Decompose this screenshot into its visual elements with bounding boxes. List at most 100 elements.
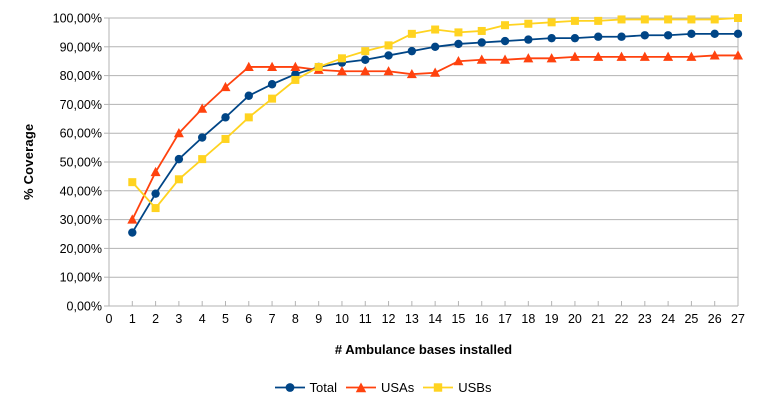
series-usbs-point [710, 15, 719, 24]
x-tick-label: 24 [661, 312, 675, 326]
series-usas-point [243, 61, 254, 71]
x-tick-label: 11 [359, 312, 372, 326]
series-usbs-point [314, 62, 323, 71]
legend-item-usbs: USBs [423, 380, 491, 395]
x-tick-label: 20 [568, 312, 582, 326]
x-tick-label: 10 [335, 312, 349, 326]
series-total-point [128, 228, 137, 237]
series-usbs-point [570, 16, 579, 25]
legend-square-marker [434, 383, 443, 392]
series-usas-point [523, 53, 534, 63]
series-usbs-point [337, 54, 346, 63]
series-usas-point [546, 53, 557, 63]
y-tick-label: 60,00% [60, 127, 102, 141]
y-tick-label: 30,00% [60, 213, 102, 227]
y-axis-title: % Coverage [21, 123, 36, 201]
legend-item-total: Total [274, 380, 337, 395]
x-tick-label: 25 [684, 312, 698, 326]
series-usas-point [476, 54, 487, 64]
x-tick-label: 15 [451, 312, 465, 326]
x-tick-label: 21 [591, 312, 605, 326]
series-usbs-point [594, 16, 603, 25]
series-usbs-point [128, 178, 137, 187]
series-total-point [407, 46, 417, 56]
series-usas-point [383, 66, 394, 76]
series-total-point [430, 42, 440, 51]
y-tick-label: 90,00% [60, 40, 102, 54]
legend-label-usas: USAs [381, 380, 415, 395]
series-usas-point [569, 51, 580, 61]
legend-item-usas: USAs [346, 380, 414, 395]
series-total-point [361, 55, 370, 64]
y-tick-label: 70,00% [60, 98, 102, 112]
series-total-point [594, 32, 603, 41]
series-usas-point [453, 56, 464, 66]
x-tick-label: 26 [708, 312, 722, 326]
x-tick-label: 19 [545, 312, 559, 326]
x-tick-label: 5 [222, 312, 229, 326]
x-tick-label: 2 [152, 312, 159, 326]
legend-circle-marker [285, 383, 294, 392]
x-tick-label: 23 [638, 312, 652, 326]
series-total-point [454, 39, 463, 49]
y-tick-label: 80,00% [60, 69, 102, 83]
series-total-point [710, 29, 719, 39]
series-total-point [477, 38, 486, 47]
series-usas-point [616, 51, 627, 61]
total-series-marker-icon [274, 383, 305, 392]
series-total-point [570, 33, 580, 43]
usbs-series-marker-icon [423, 383, 454, 392]
series-usas-point [150, 166, 161, 177]
series-total-point [197, 133, 207, 142]
series-usbs-point [291, 75, 300, 84]
legend: Total USAs USBs [0, 380, 766, 395]
series-usas-point [593, 51, 604, 61]
series-usbs-point [361, 47, 370, 56]
x-tick-label: 3 [175, 312, 182, 326]
series-total-point [244, 91, 253, 100]
series-usas-point [336, 66, 347, 76]
x-tick-label: 17 [498, 312, 512, 326]
series-usbs-point [617, 15, 626, 24]
series-usas-point [127, 214, 138, 224]
x-tick-label: 22 [615, 312, 629, 326]
x-tick-label: 9 [315, 312, 322, 326]
x-tick-label: 8 [292, 312, 299, 326]
series-usbs-point [454, 28, 463, 37]
y-tick-label: 50,00% [60, 156, 102, 170]
x-tick-label: 16 [475, 312, 489, 326]
series-total-point [733, 29, 743, 39]
series-usbs-point [407, 29, 416, 38]
series-total-point [524, 35, 533, 44]
series-total-point [640, 31, 650, 40]
x-tick-label: 6 [245, 312, 252, 326]
y-tick-label: 100,00% [53, 12, 102, 26]
series-usbs-point [221, 134, 230, 143]
y-tick-label: 10,00% [60, 271, 102, 285]
y-tick-label: 20,00% [60, 242, 102, 256]
series-usbs-point [477, 26, 486, 35]
x-tick-label: 13 [405, 312, 419, 326]
series-usas-point [663, 51, 674, 61]
series-usas-point [220, 81, 231, 92]
series-total-point [384, 51, 393, 60]
y-tick-label: 40,00% [60, 184, 102, 198]
series-usbs-point [687, 15, 696, 24]
series-usas-point [709, 50, 720, 60]
series-total-point [267, 80, 277, 89]
series-usbs-point [384, 41, 393, 50]
series-usas-point [197, 103, 208, 113]
series-usbs-point [524, 19, 533, 28]
series-total-point [174, 154, 184, 164]
series-total-point [151, 189, 160, 198]
x-tick-label: 18 [521, 312, 535, 326]
series-usbs-point [244, 113, 253, 122]
series-usbs-point [198, 155, 207, 164]
series-usbs-point [151, 204, 160, 213]
x-tick-label: 12 [382, 312, 396, 326]
x-tick-label: 27 [731, 312, 745, 326]
series-usbs-point [268, 94, 277, 103]
series-usas-point [173, 128, 184, 138]
series-usas-point [406, 68, 417, 79]
series-usas-point [360, 66, 371, 76]
